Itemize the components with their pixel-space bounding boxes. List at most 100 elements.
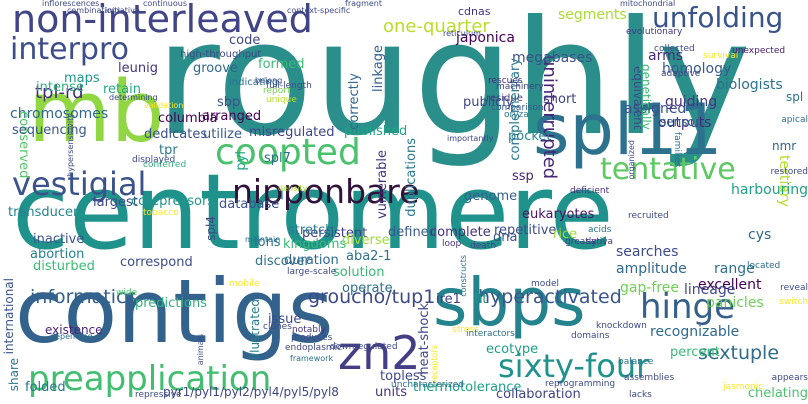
cloud-word: recruited <box>628 211 669 221</box>
cloud-word: unfolding <box>652 1 784 34</box>
cloud-word: stretch <box>288 223 334 238</box>
cloud-word: roughly <box>155 0 752 171</box>
cloud-word: duration <box>284 253 339 268</box>
cloud-word: formed <box>258 57 305 72</box>
cloud-word: illustrated <box>248 299 262 360</box>
cloud-word: vestigial <box>12 165 147 203</box>
cloud-word: pocket <box>508 129 552 144</box>
cloud-word: informatics <box>30 286 137 308</box>
cloud-word: eukaryotes <box>522 207 595 222</box>
cloud-word: rescues <box>488 76 523 86</box>
cloud-word: report <box>263 86 291 96</box>
cloud-word: published <box>344 124 408 139</box>
cloud-word: sativa <box>586 237 614 247</box>
cloud-word: tpr <box>159 143 178 158</box>
cloud-word: located <box>747 261 781 271</box>
cloud-word: mitochondrial <box>620 0 676 8</box>
cloud-word: assemblies <box>624 373 675 383</box>
cloud-word: contigs <box>15 260 334 363</box>
cloud-word: context-specific <box>287 6 351 15</box>
cloud-word: conferred <box>143 160 187 170</box>
cloud-word: excellent <box>698 277 762 293</box>
cloud-word: sbp <box>217 95 241 110</box>
cloud-word: stress <box>452 325 479 335</box>
cloud-word: equivalent <box>631 66 645 130</box>
cloud-word: adaptive <box>661 69 701 79</box>
cloud-word: genetically <box>639 64 653 130</box>
cloud-word: spl <box>786 90 804 104</box>
cloud-word: maps <box>64 71 100 86</box>
cloud-word: database <box>219 197 280 212</box>
cloud-word: nmr <box>772 139 797 153</box>
cloud-word: repressive <box>135 390 182 400</box>
cloud-word: folded <box>25 380 66 395</box>
cloud-word: disturbed <box>33 259 95 274</box>
cloud-word: recognizable <box>650 324 740 340</box>
cloud-word: jasmonic <box>723 382 764 392</box>
cloud-word: evolutionary <box>626 27 683 37</box>
cloud-word: tentative <box>600 152 736 187</box>
cloud-word: collected <box>654 44 695 54</box>
cloud-word: groove <box>193 61 238 76</box>
cloud-word: collaboration <box>496 387 581 402</box>
cloud-word: hypersensitivity <box>66 113 75 177</box>
cloud-word: greatly <box>565 237 597 247</box>
cloud-word: residue <box>486 93 523 104</box>
cloud-word: families <box>672 132 682 168</box>
cloud-word: survival <box>703 51 739 61</box>
cloud-word: depending <box>50 332 93 341</box>
cloud-word: framework <box>290 354 334 363</box>
cloud-word: large-scale <box>287 267 337 277</box>
cloud-word: comparison <box>491 103 544 113</box>
cloud-word: fit <box>474 292 488 307</box>
cloud-word: non-interleaved <box>12 0 313 41</box>
cloud-word: switch <box>779 297 808 307</box>
cloud-word: dna <box>493 230 518 245</box>
cloud-word: publicly <box>463 95 514 110</box>
cloud-word: topless <box>380 369 427 384</box>
cloud-word: restored <box>770 167 808 177</box>
cloud-word: issue <box>268 312 302 327</box>
cloud-word: tpl-rd <box>35 82 84 103</box>
cloud-word: dedicates <box>144 127 208 142</box>
cloud-word: existence <box>45 323 103 337</box>
cloud-word: balance <box>618 357 654 367</box>
cloud-word: linkage <box>371 45 386 92</box>
cloud-word: units <box>375 385 407 400</box>
cloud-word: aba2-1 <box>346 249 392 264</box>
cloud-word: tertiary <box>776 155 792 207</box>
cloud-word: wide <box>116 288 138 298</box>
cloud-word: intense <box>36 80 84 95</box>
cloud-word: code <box>229 33 261 48</box>
cloud-word: inflorescences <box>42 0 100 8</box>
cloud-word: receptors <box>430 345 439 383</box>
cloud-word: acids <box>588 225 612 235</box>
cloud-word: vulnerable <box>375 150 390 219</box>
cloud-word: genome <box>464 189 518 204</box>
cloud-word: initiative <box>105 6 140 15</box>
cloud-word: determining <box>109 93 158 102</box>
cloud-word: utilize <box>203 127 242 142</box>
cloud-word: diverse <box>342 233 390 248</box>
cloud-word: segments <box>558 7 627 23</box>
cloud-word: harbouring <box>731 182 808 198</box>
cloud-word: reveal <box>780 283 808 293</box>
cloud-word: oryza <box>504 110 529 120</box>
cloud-word: reprogramming <box>545 379 616 389</box>
cloud-word: pyl <box>234 151 249 171</box>
cloud-word: range <box>714 261 755 277</box>
cloud-word: gap-free <box>620 280 680 296</box>
cloud-word: thermotolerance <box>413 380 522 395</box>
cloud-word: ire1 <box>436 292 461 307</box>
cloud-word: sbps <box>433 264 586 341</box>
cloud-word: downregulated <box>330 342 398 352</box>
cloud-word: conserved <box>16 111 31 179</box>
cloud-word: inactive <box>33 232 85 247</box>
cloud-word: organized <box>627 140 636 180</box>
cloud-word: biologists <box>716 77 783 93</box>
cloud-word: constructs <box>459 255 468 297</box>
cloud-word: duplications <box>404 138 419 217</box>
cloud-word: notably <box>292 325 326 335</box>
cloud-word: tobacco <box>143 208 179 218</box>
cloud-word: percent <box>670 345 720 360</box>
